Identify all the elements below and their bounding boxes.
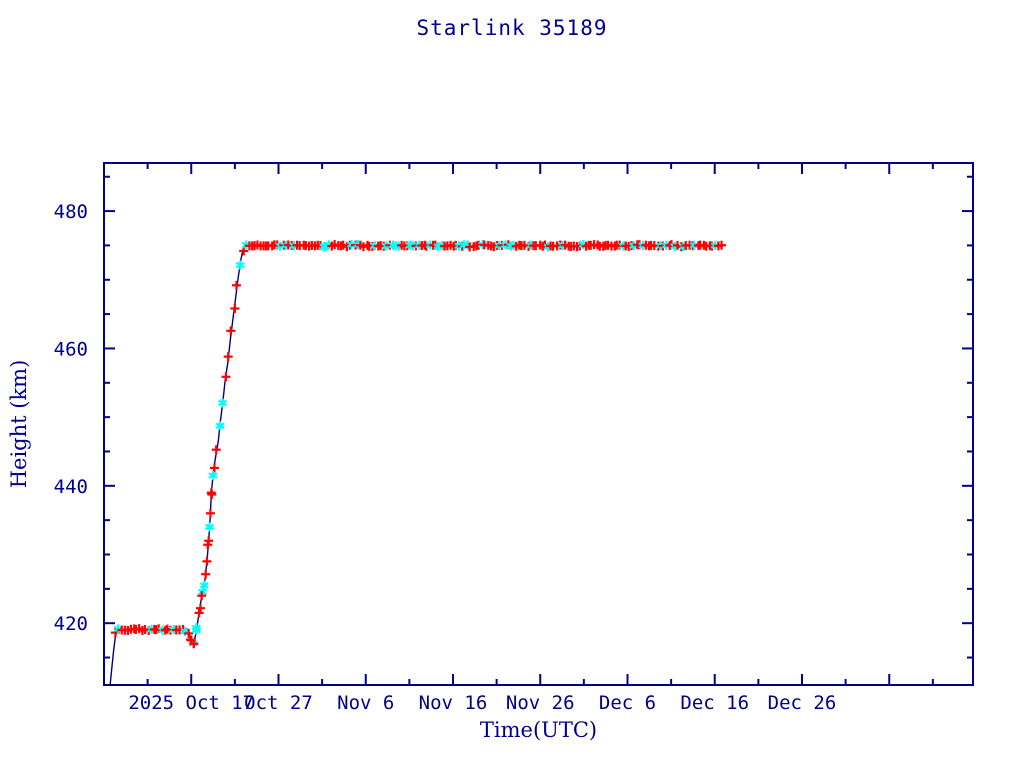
- marker-plus: [184, 628, 194, 638]
- marker-star: [199, 580, 209, 591]
- x-tick-label: Dec 16: [680, 692, 749, 714]
- marker-plus: [194, 608, 204, 618]
- marker-plus: [195, 603, 205, 613]
- marker-star: [217, 398, 228, 408]
- x-tick-label: Dec 6: [599, 692, 656, 714]
- marker-plus: [189, 639, 199, 649]
- plot-axes: [103, 162, 974, 686]
- marker-plus: [206, 488, 216, 498]
- marker-plus: [230, 303, 240, 313]
- marker-star: [208, 470, 218, 481]
- marker-plus: [717, 240, 727, 250]
- data-markers: [110, 240, 727, 649]
- marker-plus: [239, 246, 249, 256]
- marker-plus: [201, 569, 211, 579]
- marker-star: [215, 421, 225, 431]
- x-tick-label: Nov 16: [419, 692, 488, 714]
- marker-plus: [205, 508, 215, 518]
- marker-star: [191, 625, 202, 635]
- x-tick-label: Oct 27: [244, 692, 313, 714]
- axis-ticks: [104, 163, 973, 685]
- y-axis-title: Height (km): [7, 360, 31, 489]
- x-tick-label: Nov 6: [337, 692, 394, 714]
- axis-titles: Time(UTC) Height (km): [7, 360, 597, 742]
- marker-plus: [226, 326, 236, 336]
- x-tick-label: 2025 Oct 17: [128, 692, 254, 714]
- marker-plus: [202, 556, 212, 566]
- y-tick-label: 440: [54, 476, 88, 498]
- y-tick-label: 460: [54, 338, 88, 360]
- marker-plus: [211, 445, 221, 455]
- marker-plus: [221, 372, 231, 382]
- marker-star: [205, 522, 215, 532]
- height-polyline: [109, 244, 724, 686]
- y-tick-label: 420: [54, 613, 88, 635]
- marker-plus: [204, 536, 214, 546]
- data-line: [109, 244, 724, 686]
- marker-star: [235, 260, 245, 270]
- x-axis-title: Time(UTC): [480, 718, 597, 742]
- marker-plus: [223, 352, 233, 362]
- marker-plus: [197, 591, 207, 601]
- x-tick-label: Nov 26: [506, 692, 575, 714]
- y-tick-label: 480: [54, 201, 88, 223]
- chart-title: Starlink 35189: [416, 16, 608, 40]
- marker-plus: [231, 280, 241, 290]
- x-tick-label: Dec 26: [768, 692, 837, 714]
- marker-plus: [209, 463, 219, 473]
